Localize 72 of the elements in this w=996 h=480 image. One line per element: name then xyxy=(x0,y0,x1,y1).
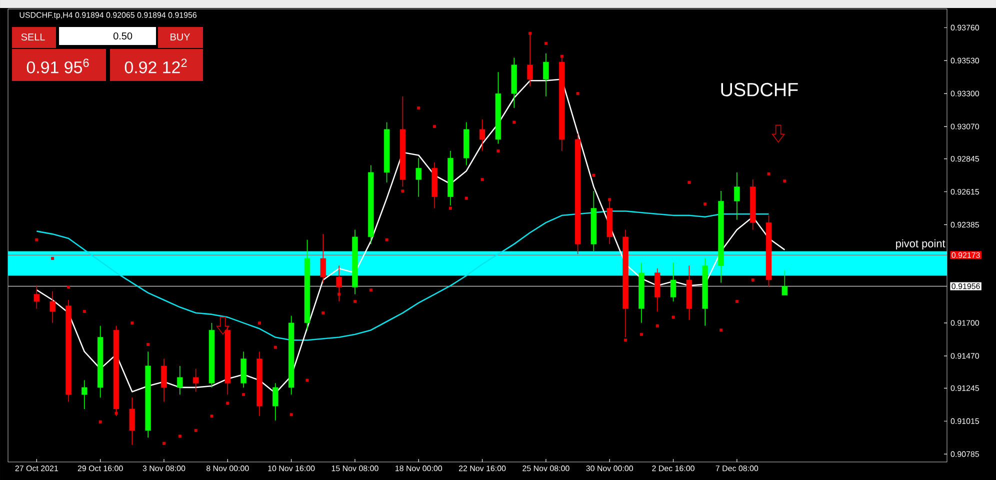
point xyxy=(464,196,468,200)
point xyxy=(385,238,388,242)
point xyxy=(51,256,54,260)
annotation: 0.50 xyxy=(113,32,132,40)
point xyxy=(353,300,356,303)
point xyxy=(162,442,166,445)
point xyxy=(401,190,404,193)
candlestick xyxy=(82,380,88,410)
point xyxy=(433,125,436,128)
point xyxy=(448,206,452,210)
point xyxy=(480,178,484,182)
point xyxy=(417,106,420,110)
point xyxy=(656,324,659,328)
point xyxy=(576,92,580,96)
candlestick xyxy=(479,118,486,152)
candlestick xyxy=(129,397,136,446)
candlestick xyxy=(192,368,199,392)
candlestick xyxy=(670,262,676,302)
annotation: 0.92 12$^{2}$ xyxy=(124,58,187,74)
annotation: 0.91 95$^{6}$ xyxy=(26,58,89,74)
candlestick xyxy=(272,382,278,421)
point xyxy=(528,32,532,35)
point xyxy=(704,202,707,206)
candlestick xyxy=(50,290,56,324)
point xyxy=(688,180,691,184)
point xyxy=(258,321,261,324)
candlestick xyxy=(734,172,740,220)
point xyxy=(624,338,628,342)
candlestick xyxy=(336,265,342,302)
point xyxy=(35,238,38,242)
point xyxy=(560,54,564,58)
point xyxy=(290,413,293,416)
point xyxy=(322,311,325,314)
point xyxy=(226,402,230,405)
point xyxy=(544,42,548,45)
point xyxy=(512,120,516,124)
point xyxy=(608,198,612,202)
candlestick xyxy=(34,285,40,309)
point xyxy=(146,342,150,346)
point xyxy=(66,286,70,289)
point xyxy=(640,332,643,336)
point xyxy=(194,428,198,432)
point xyxy=(338,292,341,296)
candlestick xyxy=(161,358,167,402)
point xyxy=(720,328,723,332)
point xyxy=(242,393,246,396)
point xyxy=(274,346,277,349)
band-label: pivot point xyxy=(896,239,946,250)
candlestick xyxy=(320,234,326,284)
point xyxy=(98,420,102,424)
point xyxy=(82,310,86,313)
point xyxy=(369,288,372,292)
point xyxy=(306,378,309,382)
candlestick xyxy=(177,366,183,396)
point xyxy=(672,316,675,319)
annotation: BUY xyxy=(170,34,190,40)
point xyxy=(114,412,118,415)
point xyxy=(210,414,214,418)
point xyxy=(751,278,754,282)
annotation: SELL xyxy=(21,33,45,41)
candlestick xyxy=(543,53,549,97)
point xyxy=(592,174,596,177)
point xyxy=(783,180,786,183)
point xyxy=(735,300,738,303)
candlestick xyxy=(527,32,533,87)
point xyxy=(130,321,134,324)
point xyxy=(178,434,182,438)
candlestick xyxy=(416,158,422,198)
annotation: USDCHF xyxy=(721,82,798,96)
point xyxy=(496,149,500,152)
candlestick xyxy=(782,270,788,296)
point xyxy=(767,172,770,176)
